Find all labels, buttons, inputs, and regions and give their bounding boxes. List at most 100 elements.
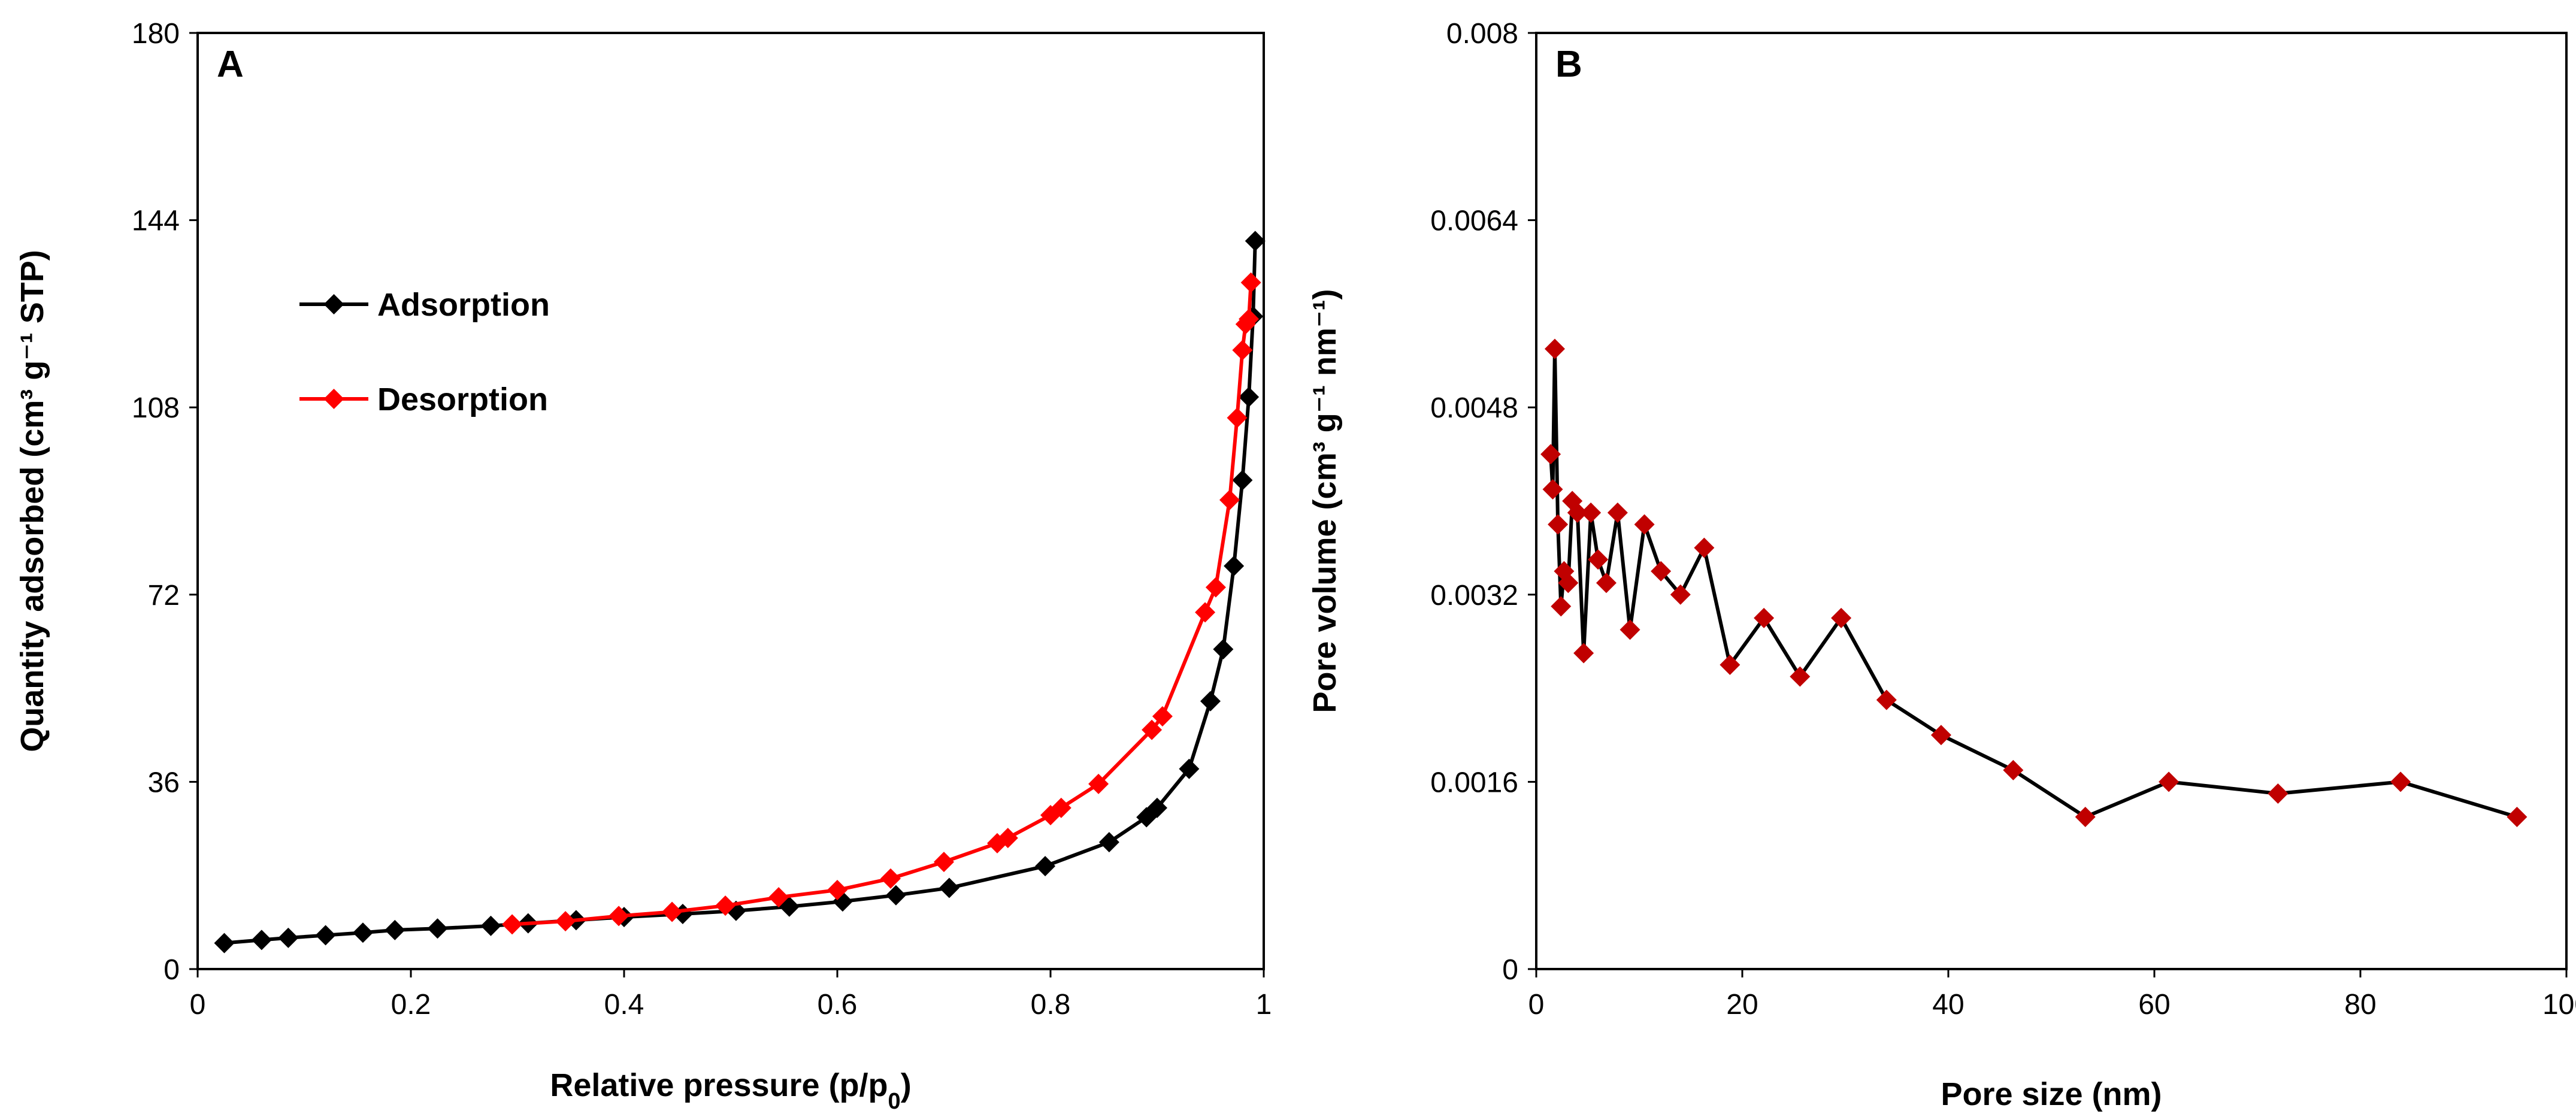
data-point [1142,719,1163,740]
data-point [1620,619,1640,640]
y-tick-label: 180 [132,18,180,50]
y-tick-label: 0 [1502,954,1518,986]
data-point [1200,691,1221,712]
y-tick-label: 144 [132,205,180,237]
data-point [2390,771,2411,792]
data-point [315,925,336,946]
legend-marker [323,389,344,409]
data-point [1232,340,1253,361]
legend-marker [323,294,344,314]
data-point [1035,856,1056,877]
y-tick-label: 0.008 [1446,18,1518,50]
y-axis-title: Quantity adsorbed (cm³ g⁻¹ STP) [14,250,50,752]
panel-a-chart: 0 0.2 0.4 0.6 0.8 1 0 36 72 108 144 180 A Relative pr… [14,18,1272,1114]
data-point [1147,797,1167,818]
y-tick-label: 108 [132,392,180,424]
x-tick-label: 40 [1932,989,1964,1021]
data-point [1670,584,1691,605]
data-point [1245,231,1266,252]
data-point [1098,832,1119,853]
x-tick-label: 100 [2542,989,2576,1021]
data-point [939,877,959,898]
y-tick-label: 72 [148,580,180,612]
data-point [1876,689,1897,710]
x-tick-label: 20 [1726,989,1758,1021]
x-tick-label: 0 [190,989,206,1021]
data-point [1051,797,1071,818]
x-tick-label: 60 [2138,989,2170,1021]
data-point [278,927,299,948]
data-point [934,852,954,873]
data-point [2268,783,2289,804]
data-point [480,915,501,936]
data-point [1544,338,1565,359]
series-line [1549,347,2518,819]
data-point [214,933,235,953]
data-point [1540,444,1561,465]
legend: Adsorption Desorption [299,287,550,417]
x-tick-label: 0.4 [604,989,644,1021]
data-point [385,919,405,940]
data-point [1588,549,1609,570]
x-axis-title: Pore size (nm) [1941,1076,2162,1112]
data-point [1542,479,1563,500]
x-tick-label: 0 [1528,989,1545,1021]
data-point [1754,607,1775,628]
y-tick-label: 0.0048 [1430,392,1518,424]
plot-frame [196,32,1265,970]
data-point [1548,514,1569,535]
data-point [715,895,736,916]
plot-frame [1535,32,2568,970]
data-point [2159,771,2180,792]
panel-b-chart: 0 20 40 60 80 100 0 0.0016 0.0032 0.0048 0.0064 0.0… [1307,18,2576,1112]
x-axis-title-main: Relative pressure (p/p [550,1067,888,1103]
data-point [1152,706,1173,727]
data-point [1790,666,1811,687]
x-axis-title-sub: 0 [888,1089,901,1114]
data-point [1831,607,1852,628]
panel-label: B [1555,44,1582,85]
data-point [1232,470,1253,491]
x-axis-title-end: ) [901,1067,912,1103]
series-pore-size-distribution [1540,338,2527,828]
x-tick-label: 0.2 [391,989,431,1021]
data-point [827,880,847,901]
data-point [1239,386,1260,407]
data-point [609,906,629,927]
data-point [1651,561,1672,582]
data-point [1573,643,1594,664]
x-tick-label: 1 [1256,989,1272,1021]
series-line [224,241,1257,945]
x-axis-title: Relative pressure (p/p0) [550,1067,911,1114]
data-point [1240,272,1261,293]
data-point [2003,759,2024,780]
data-point [880,868,901,889]
data-point [1227,407,1248,428]
data-point [1179,758,1200,779]
data-point [1558,573,1579,594]
y-tick-label: 0.0032 [1430,580,1518,612]
data-point [885,885,906,906]
series-adsorption [214,231,1266,953]
series-desorption [502,272,1261,935]
x-tick-label: 0.8 [1031,989,1071,1021]
data-point [1581,503,1602,523]
data-point [1930,725,1951,746]
data-point [352,922,373,943]
y-tick-label: 0 [164,954,180,986]
series-line [511,282,1253,927]
data-point [1219,489,1240,510]
data-point [1720,655,1740,676]
data-point [1694,537,1715,558]
data-point [555,911,576,932]
y-tick-label: 36 [148,767,180,798]
data-point [251,930,272,951]
data-point [1607,503,1628,523]
data-point [1596,573,1617,594]
panel-label: A [217,44,244,85]
data-point [662,901,683,922]
data-point [427,918,448,939]
data-point [1567,503,1588,523]
data-point [502,914,523,935]
